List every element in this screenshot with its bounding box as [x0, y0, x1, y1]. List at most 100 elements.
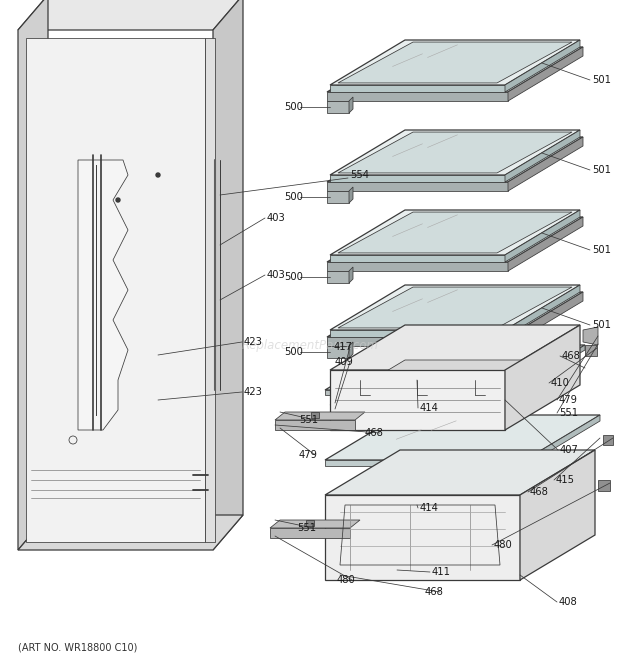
Polygon shape: [327, 137, 583, 182]
Text: 551: 551: [299, 415, 318, 425]
Text: 423: 423: [244, 337, 263, 347]
Polygon shape: [508, 47, 583, 101]
Polygon shape: [306, 520, 314, 526]
Text: 554: 554: [350, 170, 369, 180]
Circle shape: [116, 198, 120, 202]
Polygon shape: [583, 327, 598, 345]
Polygon shape: [325, 415, 600, 460]
Polygon shape: [525, 415, 600, 466]
Polygon shape: [325, 345, 585, 390]
Text: 551: 551: [559, 408, 578, 418]
Polygon shape: [338, 287, 572, 328]
Polygon shape: [508, 137, 583, 191]
Text: 480: 480: [336, 575, 355, 585]
Polygon shape: [325, 460, 525, 466]
Polygon shape: [505, 130, 580, 182]
Text: 415: 415: [556, 475, 575, 485]
Polygon shape: [78, 160, 128, 430]
Polygon shape: [330, 405, 505, 411]
Polygon shape: [330, 40, 580, 85]
Text: (ART NO. WR18800 C10): (ART NO. WR18800 C10): [18, 643, 138, 653]
Text: 411: 411: [432, 567, 451, 577]
Polygon shape: [205, 38, 215, 542]
Polygon shape: [330, 255, 505, 262]
Polygon shape: [508, 292, 583, 346]
Polygon shape: [26, 38, 205, 542]
Text: 408: 408: [559, 597, 578, 607]
Polygon shape: [508, 217, 583, 271]
Polygon shape: [311, 412, 319, 418]
Polygon shape: [270, 520, 360, 528]
Polygon shape: [330, 175, 505, 182]
Polygon shape: [330, 370, 505, 430]
Text: 468: 468: [562, 351, 581, 361]
Polygon shape: [505, 325, 580, 430]
Polygon shape: [505, 210, 580, 262]
Polygon shape: [338, 212, 572, 253]
Polygon shape: [327, 92, 508, 101]
Text: 500: 500: [284, 192, 303, 202]
Text: 479: 479: [559, 395, 578, 405]
Text: 410: 410: [551, 378, 570, 388]
Polygon shape: [598, 480, 610, 491]
Text: ReplacementParts.com: ReplacementParts.com: [242, 338, 378, 352]
Text: 403: 403: [267, 213, 286, 223]
Polygon shape: [18, 0, 48, 550]
Text: 414: 414: [420, 403, 439, 413]
Polygon shape: [330, 360, 580, 405]
Polygon shape: [349, 267, 353, 283]
Text: 480: 480: [494, 540, 513, 550]
Polygon shape: [338, 132, 572, 173]
Polygon shape: [327, 217, 583, 262]
Polygon shape: [325, 495, 520, 580]
Polygon shape: [330, 85, 505, 92]
Polygon shape: [270, 528, 350, 538]
Text: 479: 479: [299, 450, 318, 460]
Polygon shape: [18, 0, 243, 30]
Polygon shape: [330, 285, 580, 330]
Text: 407: 407: [560, 445, 579, 455]
Polygon shape: [327, 271, 349, 283]
Polygon shape: [327, 182, 508, 191]
Text: 423: 423: [244, 387, 263, 397]
Text: 501: 501: [592, 245, 611, 255]
Polygon shape: [603, 435, 613, 445]
Polygon shape: [327, 191, 349, 203]
Text: 501: 501: [592, 320, 611, 330]
Polygon shape: [275, 420, 355, 430]
Polygon shape: [349, 187, 353, 203]
Text: 501: 501: [592, 75, 611, 85]
Polygon shape: [327, 346, 349, 358]
Text: 468: 468: [424, 587, 443, 597]
Polygon shape: [520, 450, 595, 580]
Circle shape: [156, 173, 160, 177]
Polygon shape: [327, 101, 349, 113]
Polygon shape: [325, 450, 595, 495]
Polygon shape: [327, 337, 508, 346]
Polygon shape: [349, 342, 353, 358]
Polygon shape: [585, 345, 597, 356]
Polygon shape: [327, 47, 583, 92]
Polygon shape: [327, 292, 583, 337]
Text: 468: 468: [530, 487, 549, 497]
Polygon shape: [330, 130, 580, 175]
Polygon shape: [18, 515, 243, 550]
Polygon shape: [505, 40, 580, 92]
Polygon shape: [505, 285, 580, 337]
Polygon shape: [213, 0, 243, 550]
Text: 500: 500: [284, 102, 303, 112]
Text: 403: 403: [267, 270, 286, 280]
Polygon shape: [325, 390, 510, 395]
Polygon shape: [330, 325, 580, 370]
Polygon shape: [330, 330, 505, 337]
Text: 501: 501: [592, 165, 611, 175]
Text: 417: 417: [334, 342, 353, 352]
Text: 409: 409: [334, 357, 353, 367]
Text: 551: 551: [297, 523, 316, 533]
Text: 414: 414: [420, 503, 439, 513]
Polygon shape: [349, 97, 353, 113]
Polygon shape: [327, 262, 508, 271]
Text: 500: 500: [284, 272, 303, 282]
Polygon shape: [510, 345, 585, 395]
Polygon shape: [275, 412, 365, 420]
